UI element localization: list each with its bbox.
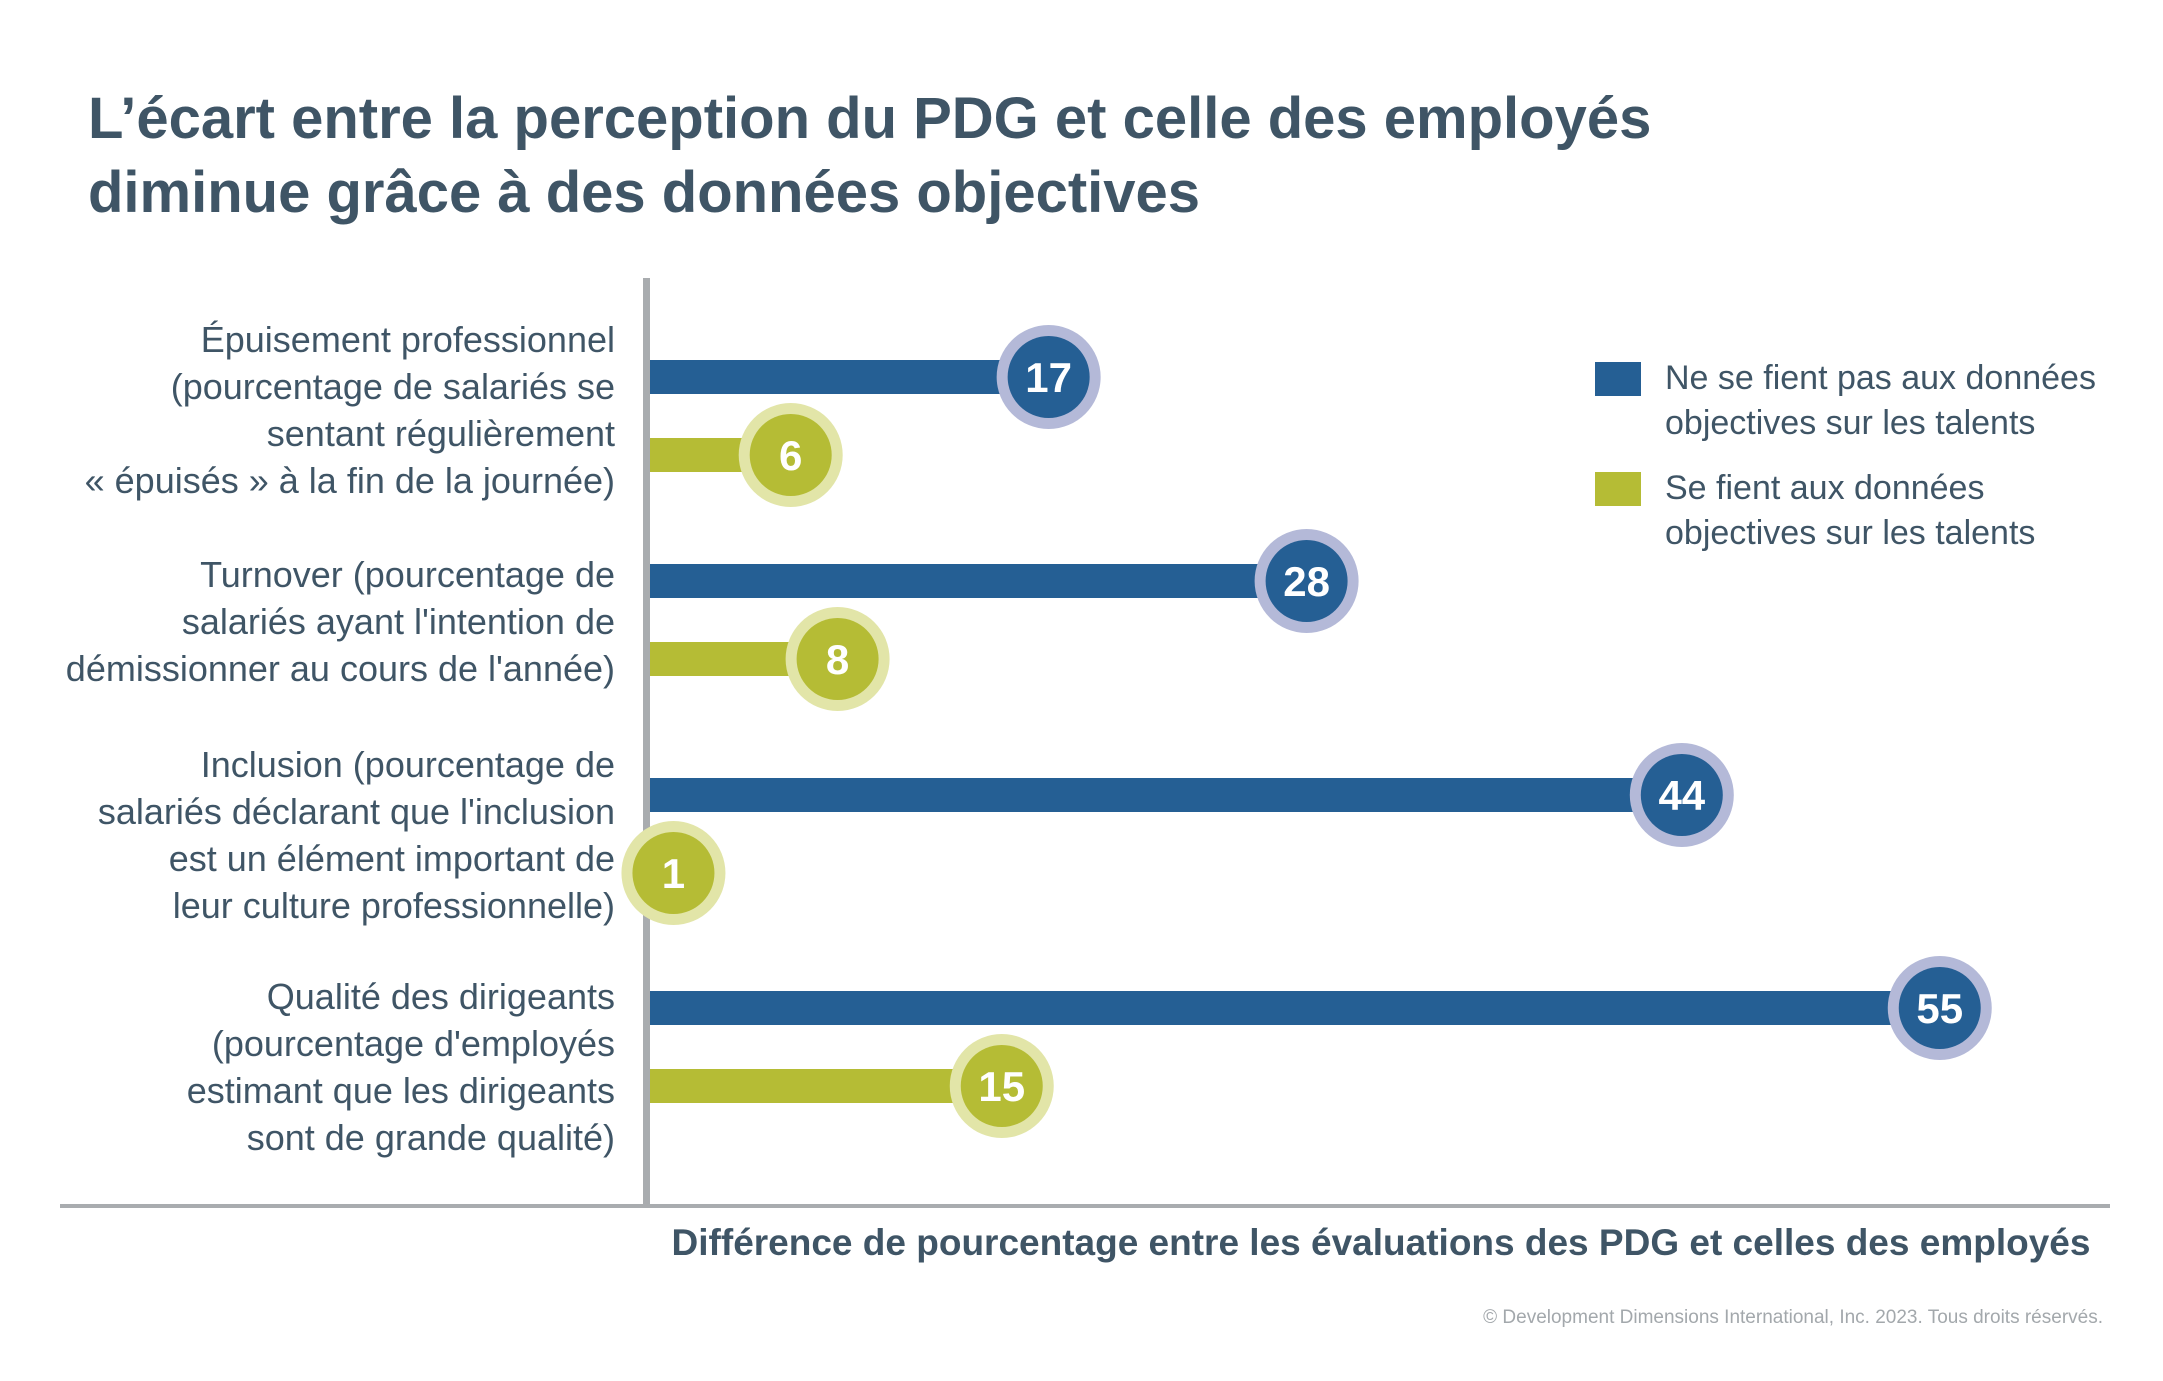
value-marker [632, 832, 715, 914]
category-label-line: Épuisement professionnel [200, 319, 615, 360]
chart-title-line-1: L’écart entre la perception du PDG et ce… [88, 86, 1652, 151]
bar-group: 15 [650, 1034, 1054, 1138]
value-marker [1640, 754, 1723, 836]
bar-group: 1 [621, 821, 726, 925]
bar-group: 28 [650, 529, 1359, 633]
legend-item-data: Se fient aux données objectives sur les … [1595, 466, 2096, 556]
bar-no-data [650, 360, 1049, 394]
bar-no-data [650, 991, 1940, 1025]
x-axis-title: Différence de pourcentage entre les éval… [671, 1222, 2091, 1263]
value-marker [1007, 336, 1090, 418]
legend: Ne se fient pas aux données objectives s… [1595, 356, 2096, 576]
category-label: Turnover (pourcentage de salariés ayant l… [15, 551, 615, 692]
bar-group: 6 [650, 403, 843, 507]
category-label-line: salariés déclarant que l'inclusion [97, 791, 615, 832]
legend-label: Se fient aux données objectives sur les … [1665, 466, 2096, 556]
y-axis-line [643, 278, 650, 1208]
data-label: 44 [1658, 772, 1705, 819]
category-label-line: Inclusion (pourcentage de [200, 744, 615, 785]
category-label: Épuisement professionnel (pourcentage de … [15, 316, 615, 504]
category-label-line: « épuisés » à la fin de la journée) [84, 460, 615, 501]
value-marker [960, 1045, 1043, 1127]
category-label: Inclusion (pourcentage de salariés déclar… [15, 741, 615, 929]
bar-group: 44 [650, 743, 1734, 847]
legend-swatch-green [1595, 472, 1641, 506]
data-label: 17 [1025, 354, 1072, 401]
value-marker [1265, 540, 1348, 622]
legend-label-line: objectives sur les talents [1665, 514, 2036, 552]
value-marker [749, 414, 832, 496]
category-label: Qualité des dirigeants (pourcentage d'emp… [15, 973, 615, 1161]
legend-label-line: Ne se fient pas aux données [1665, 359, 2096, 397]
bar-data [650, 1069, 1002, 1103]
category-label-line: sont de grande qualité) [246, 1117, 615, 1158]
value-marker [796, 618, 879, 700]
value-marker [1898, 967, 1981, 1049]
bar-group: 55 [650, 956, 1992, 1060]
category-label-line: Qualité des dirigeants [266, 976, 615, 1017]
data-label: 28 [1283, 558, 1330, 605]
bar-no-data [650, 778, 1682, 812]
category-label-line: sentant régulièrement [266, 413, 615, 454]
bar-group: 17 [650, 325, 1101, 429]
category-label-line: salariés ayant l'intention de [181, 601, 615, 642]
data-label: 15 [978, 1063, 1025, 1110]
legend-swatch-blue [1595, 362, 1641, 396]
data-label: 55 [1916, 985, 1963, 1032]
legend-label: Ne se fient pas aux données objectives s… [1665, 356, 2096, 446]
category-label-line: (pourcentage de salariés se [170, 366, 615, 407]
category-label-line: Turnover (pourcentage de [200, 554, 615, 595]
category-label-line: est un élément important de [168, 838, 615, 879]
legend-item-no-data: Ne se fient pas aux données objectives s… [1595, 356, 2096, 446]
data-label: 8 [826, 636, 849, 683]
data-label: 1 [662, 850, 685, 897]
bar-no-data [650, 564, 1307, 598]
category-label-line: estimant que les dirigeants [186, 1070, 615, 1111]
chart-title-line-2: diminue grâce à des données objectives [88, 160, 1201, 225]
category-label-line: (pourcentage d'employés [211, 1023, 615, 1064]
legend-label-line: Se fient aux données [1665, 469, 1985, 507]
category-label-line: démissionner au cours de l'année) [65, 648, 615, 689]
copyright-notice: © Development Dimensions International, … [1483, 1307, 2103, 1328]
bars-layer: 17 28 44 55 6 8 1 15 [621, 325, 1992, 1138]
legend-label-line: objectives sur les talents [1665, 404, 2036, 442]
category-label-line: leur culture professionnelle) [172, 885, 615, 926]
chart-title: L’écart entre la perception du PDG et ce… [88, 82, 1988, 230]
x-axis-line [60, 1204, 2110, 1208]
data-label: 6 [779, 432, 802, 479]
bar-group: 8 [650, 607, 890, 711]
